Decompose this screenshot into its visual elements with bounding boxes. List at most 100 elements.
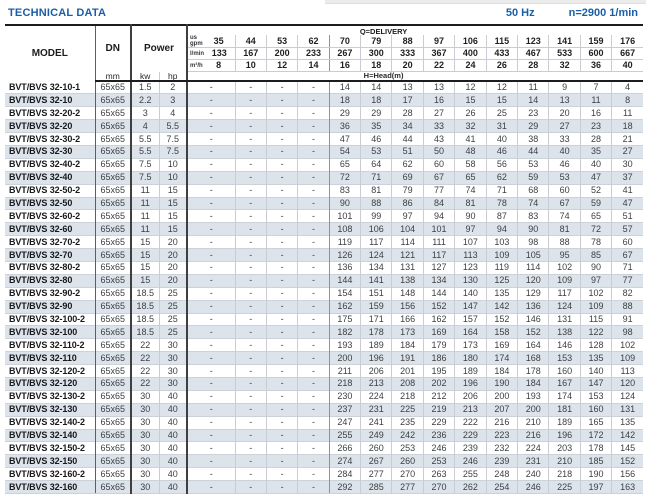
head-value-cell: -: [187, 209, 236, 223]
model-cell: BVT/BVS 32-160: [5, 480, 96, 494]
m3-h-value: 22: [423, 59, 456, 72]
head-value-cell: 38: [517, 132, 550, 146]
head-value-cell: 180: [454, 351, 487, 365]
head-value-cell: 71: [360, 170, 393, 185]
head-value-cell: -: [235, 132, 267, 146]
m3-h-value: 10: [235, 59, 267, 72]
head-value-cell: 26: [454, 106, 487, 120]
speed-label: n=2900 1/min: [568, 7, 638, 19]
kw-cell: 1.5: [131, 81, 160, 94]
head-value-cell: 13: [548, 93, 581, 107]
head-value-cell: 51: [391, 144, 424, 159]
dn-cell: 65x65: [95, 480, 132, 494]
table-row: BVT/BVS 32-50 65x65 11 15- - - -90 88 86 84 81 78 74…: [5, 196, 644, 210]
model-cell: BVT/BVS 32-150-2: [5, 441, 96, 455]
head-value-cell: 27: [423, 106, 456, 120]
head-value-cell: 210: [517, 415, 550, 430]
head-value-cell: 124: [611, 389, 644, 404]
head-value-cell: 86: [391, 196, 424, 210]
head-value-cell: -: [235, 376, 267, 391]
head-value-cell: 231: [517, 454, 550, 468]
kw-cell: 15: [131, 248, 160, 262]
head-value-cell: 146: [517, 312, 550, 326]
hp-cell: 30: [159, 351, 189, 365]
head-value-cell: 18: [611, 119, 644, 133]
m3-h-value: 28: [517, 59, 550, 72]
hp-cell: 40: [159, 415, 189, 430]
head-value-cell: 15: [454, 93, 487, 107]
head-value-cell: 239: [454, 441, 487, 455]
head-value-cell: 8: [611, 93, 644, 107]
head-value-cell: 184: [517, 376, 550, 391]
head-value-cell: 124: [548, 299, 581, 314]
head-value-cell: -: [266, 222, 299, 236]
dn-cell: 65x65: [95, 376, 132, 391]
head-value-cell: -: [187, 132, 236, 146]
head-value-cell: -: [266, 248, 299, 262]
head-value-cell: -: [297, 364, 330, 378]
head-value-cell: 120: [611, 376, 644, 391]
head-value-cell: -: [235, 299, 267, 314]
head-value-cell: -: [266, 376, 299, 391]
head-value-cell: 156: [391, 299, 424, 314]
l-min-value: 600: [580, 47, 613, 60]
dn-cell: 65x65: [95, 235, 132, 249]
head-value-cell: 144: [423, 286, 456, 301]
head-value-cell: 138: [391, 273, 424, 288]
head-value-cell: 152: [611, 454, 644, 468]
head-value-cell: -: [235, 441, 267, 455]
head-value-cell: 88: [360, 196, 393, 210]
head-value-cell: -: [187, 157, 236, 172]
hp-cell: 40: [159, 441, 189, 455]
head-value-cell: 98: [611, 325, 644, 339]
head-value-cell: 129: [517, 286, 550, 301]
head-value-cell: 102: [580, 286, 613, 301]
head-value-cell: 74: [454, 183, 487, 198]
head-value-cell: -: [266, 428, 299, 442]
head-value-cell: 60: [611, 235, 644, 249]
head-value-cell: -: [266, 299, 299, 314]
model-cell: BVT/BVS 32-20-2: [5, 106, 96, 120]
hp-label: hp: [159, 71, 189, 82]
head-value-cell: 164: [517, 338, 550, 352]
head-value-cell: 185: [580, 454, 613, 468]
head-value-cell: -: [187, 364, 236, 378]
head-value-cell: -: [297, 81, 330, 94]
head-value-cell: -: [266, 454, 299, 468]
head-value-cell: 29: [517, 119, 550, 133]
us-gpm-value: 44: [235, 35, 267, 48]
head-value-cell: -: [235, 364, 267, 378]
l-min-value: 533: [548, 47, 581, 60]
head-value-cell: 46: [360, 132, 393, 146]
head-value-cell: 90: [329, 196, 362, 210]
head-value-cell: 85: [580, 248, 613, 262]
head-value-cell: -: [235, 157, 267, 172]
head-value-cell: -: [266, 312, 299, 326]
head-value-cell: 84: [423, 196, 456, 210]
head-value-cell: 117: [423, 248, 456, 262]
head-value-cell: 173: [391, 325, 424, 339]
head-value-cell: 142: [611, 428, 644, 442]
dn-cell: 65x65: [95, 467, 132, 481]
titlebar: TECHNICAL DATA 50 Hz n=2900 1/min: [8, 7, 638, 19]
head-value-cell: 141: [360, 273, 393, 288]
delivery-header: Q=DELIVERY: [359, 26, 408, 35]
table-row: BVT/BVS 32-90 65x65 18.5 25- - - -162 159 156 152…: [5, 299, 644, 314]
head-value-cell: 178: [580, 441, 613, 455]
table-row: BVT/BVS 32-20-2 65x65 3 4- - - -29 29 28 27 26 25 23…: [5, 106, 644, 120]
head-value-cell: -: [297, 106, 330, 120]
head-value-cell: -: [266, 260, 299, 275]
head-value-cell: 153: [548, 351, 581, 365]
hp-cell: 4: [159, 106, 189, 120]
head-value-cell: 72: [580, 222, 613, 236]
head-value-cell: 231: [360, 402, 393, 417]
head-value-cell: 77: [423, 183, 456, 198]
model-cell: BVT/BVS 32-140: [5, 428, 96, 442]
head-value-cell: -: [266, 132, 299, 146]
dn-cell: 65x65: [95, 170, 132, 185]
head-value-cell: -: [266, 106, 299, 120]
column-header-model: MODEL: [5, 25, 96, 81]
flow-row-usgpm: us gpm 35 44 53 62 70 79 88 97 106 115 123 141 159 176: [5, 35, 644, 48]
head-value-cell: 213: [454, 402, 487, 417]
m3-h-value: 36: [580, 59, 613, 72]
